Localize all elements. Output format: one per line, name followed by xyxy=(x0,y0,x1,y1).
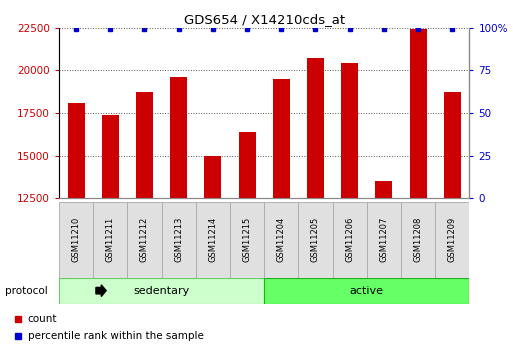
Bar xyxy=(68,103,85,198)
Text: protocol: protocol xyxy=(5,286,48,296)
Bar xyxy=(435,202,469,278)
Text: GSM11215: GSM11215 xyxy=(243,217,251,263)
Text: percentile rank within the sample: percentile rank within the sample xyxy=(28,332,204,341)
Bar xyxy=(444,92,461,198)
Bar xyxy=(401,202,435,278)
Bar xyxy=(170,77,187,198)
Bar xyxy=(162,202,196,278)
Bar xyxy=(264,202,299,278)
Text: count: count xyxy=(28,314,57,324)
Title: GDS654 / X14210cds_at: GDS654 / X14210cds_at xyxy=(184,13,345,27)
Text: GSM11207: GSM11207 xyxy=(380,217,388,263)
Bar xyxy=(93,202,127,278)
Text: GSM11210: GSM11210 xyxy=(72,217,81,263)
Bar xyxy=(127,202,162,278)
Bar xyxy=(204,156,222,198)
Text: GSM11214: GSM11214 xyxy=(208,217,218,263)
Bar xyxy=(332,202,367,278)
Bar xyxy=(196,202,230,278)
Text: GSM11206: GSM11206 xyxy=(345,217,354,263)
Bar xyxy=(376,181,392,198)
Bar xyxy=(59,202,93,278)
Bar xyxy=(299,202,332,278)
Bar xyxy=(136,92,153,198)
Bar xyxy=(59,278,264,304)
Bar xyxy=(409,29,427,198)
Bar xyxy=(102,115,119,198)
Bar xyxy=(341,63,358,198)
Text: active: active xyxy=(350,286,384,296)
Bar xyxy=(264,278,469,304)
Text: GSM11213: GSM11213 xyxy=(174,217,183,263)
FancyArrow shape xyxy=(96,285,106,296)
Bar xyxy=(273,79,290,198)
Text: GSM11212: GSM11212 xyxy=(140,217,149,263)
Text: GSM11208: GSM11208 xyxy=(413,217,423,263)
Bar xyxy=(239,132,255,198)
Text: GSM11209: GSM11209 xyxy=(448,217,457,263)
Text: GSM11211: GSM11211 xyxy=(106,217,115,263)
Text: sedentary: sedentary xyxy=(133,286,190,296)
Bar xyxy=(230,202,264,278)
Text: GSM11204: GSM11204 xyxy=(277,217,286,263)
Text: GSM11205: GSM11205 xyxy=(311,217,320,263)
Bar xyxy=(307,58,324,198)
Bar xyxy=(367,202,401,278)
